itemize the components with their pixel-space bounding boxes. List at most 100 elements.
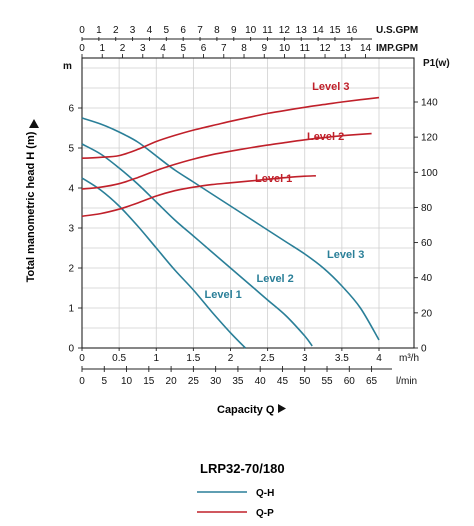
head-tick-label: 6 bbox=[68, 104, 74, 115]
imp-gpm-tick-label: 9 bbox=[261, 43, 267, 54]
us-gpm-tick-label: 13 bbox=[296, 25, 308, 36]
imp-gpm-tick-label: 10 bbox=[279, 43, 291, 54]
imp-gpm-tick-label: 2 bbox=[120, 43, 126, 54]
curves bbox=[81, 96, 380, 349]
us-gpm-tick-label: 4 bbox=[147, 25, 153, 36]
imp-gpm-tick-label: 14 bbox=[360, 43, 372, 54]
lmin-tick-label: 65 bbox=[366, 376, 378, 387]
model-title: LRP32-70/180 bbox=[200, 461, 285, 476]
m3h-tick-label: 2 bbox=[228, 353, 234, 364]
legend-qh-label: Q-H bbox=[256, 488, 274, 499]
us-gpm-tick-label: 9 bbox=[231, 25, 237, 36]
us-gpm-tick-label: 5 bbox=[164, 25, 170, 36]
lmin-tick-label: 25 bbox=[188, 376, 200, 387]
imp-gpm-tick-label: 5 bbox=[180, 43, 186, 54]
lmin-tick-label: 55 bbox=[321, 376, 333, 387]
legend-qp-label: Q-P bbox=[256, 508, 274, 519]
imp-gpm-tick-label: 12 bbox=[319, 43, 331, 54]
power-tick-label: 60 bbox=[421, 238, 433, 249]
power-tick-label: 0 bbox=[421, 344, 427, 355]
us-gpm-tick-label: 6 bbox=[180, 25, 186, 36]
power-axis: P1(w) 0 20 40 60 80 100 120 140 bbox=[414, 58, 450, 355]
lmin-tick-label: 10 bbox=[121, 376, 133, 387]
us-gpm-tick-label: 10 bbox=[245, 25, 257, 36]
plot-frame bbox=[81, 57, 415, 349]
imp-gpm-tick-label: 4 bbox=[160, 43, 166, 54]
x-axis-title: Capacity Q bbox=[217, 404, 275, 416]
lmin-tick-label: 35 bbox=[232, 376, 244, 387]
lmin-tick-label: 20 bbox=[166, 376, 178, 387]
lmin-tick-label: 60 bbox=[344, 376, 356, 387]
lmin-tick-label: 45 bbox=[277, 376, 289, 387]
imp-gpm-tick-label: 3 bbox=[140, 43, 146, 54]
us-gpm-tick-label: 0 bbox=[79, 25, 85, 36]
head-tick-label: 3 bbox=[68, 224, 74, 235]
us-gpm-tick-label: 3 bbox=[130, 25, 136, 36]
us-gpm-tick-label: 1 bbox=[96, 25, 102, 36]
imp-gpm-tick-label: 7 bbox=[221, 43, 227, 54]
us-gpm-tick-label: 8 bbox=[214, 25, 220, 36]
qh-curve-level-2 bbox=[81, 143, 313, 347]
us-gpm-tick-label: 15 bbox=[329, 25, 341, 36]
x-axis-title-arrow bbox=[278, 404, 286, 413]
head-tick-label: 2 bbox=[68, 264, 74, 275]
imp-gpm-tick-label: 8 bbox=[241, 43, 247, 54]
y-axis-title-arrow bbox=[29, 119, 39, 128]
imp-gpm-tick-label: 13 bbox=[340, 43, 352, 54]
power-tick-label: 120 bbox=[421, 133, 438, 144]
imp-gpm-axis-label: IMP.GPM bbox=[376, 43, 418, 54]
imp-gpm-tick-label: 1 bbox=[99, 43, 105, 54]
m3h-tick-label: 0 bbox=[79, 353, 85, 364]
head-tick-label: 4 bbox=[68, 184, 74, 195]
lmin-tick-label: 40 bbox=[255, 376, 267, 387]
qh-label-level-2: Level 2 bbox=[256, 273, 293, 285]
imp-gpm-tick-label: 11 bbox=[300, 43, 311, 54]
m3h-tick-label: 4 bbox=[376, 353, 382, 364]
us-gpm-axis-label: U.S.GPM bbox=[376, 25, 418, 36]
qp-label-level-2: Level 2 bbox=[307, 131, 344, 143]
y-axis-title: Total manometric head H (m) bbox=[25, 131, 37, 282]
bottom-axes: m³/h l/min 0 0.5 1 1.5 2 2.5 3 3.5 40 5 10 15 20 25 30… bbox=[79, 348, 419, 387]
us-gpm-tick-label: 11 bbox=[262, 25, 273, 36]
lmin-axis-label: l/min bbox=[396, 376, 417, 387]
m3h-tick-label: 2.5 bbox=[261, 353, 275, 364]
curve-labels: Level 1 Level 2 Level 3 Level 1 Level 2 Level… bbox=[205, 81, 365, 301]
us-gpm-tick-label: 16 bbox=[346, 25, 358, 36]
qh-curve-level-1 bbox=[81, 177, 246, 349]
us-gpm-tick-label: 2 bbox=[113, 25, 119, 36]
legend: Q-H Q-P bbox=[197, 488, 274, 519]
head-tick-label: 1 bbox=[68, 304, 74, 315]
top-axes: U.S.GPM IMP.GPM 0 1 2 3 4 5 6 7 8 9 10 11 12 13 14 15 16… bbox=[79, 25, 418, 58]
us-gpm-tick-label: 7 bbox=[197, 25, 203, 36]
qh-label-level-3: Level 3 bbox=[327, 249, 364, 261]
head-tick-label: 5 bbox=[68, 144, 74, 155]
head-axis: m 0 1 2 3 4 5 6 bbox=[63, 61, 82, 355]
power-tick-label: 140 bbox=[421, 98, 438, 109]
power-tick-label: 100 bbox=[421, 168, 438, 179]
m3h-tick-label: 0.5 bbox=[112, 353, 126, 364]
power-tick-label: 80 bbox=[421, 203, 433, 214]
qh-label-level-1: Level 1 bbox=[205, 289, 242, 301]
head-unit-label: m bbox=[63, 61, 72, 72]
m3h-tick-label: 1.5 bbox=[186, 353, 200, 364]
power-tick-label: 40 bbox=[421, 273, 433, 284]
qp-curve-level-3 bbox=[81, 96, 380, 159]
qp-label-level-1: Level 1 bbox=[255, 173, 292, 185]
imp-gpm-tick-label: 0 bbox=[79, 43, 85, 54]
qp-curve-level-1 bbox=[81, 175, 316, 217]
m3h-tick-label: 3.5 bbox=[335, 353, 349, 364]
imp-gpm-tick-label: 6 bbox=[201, 43, 207, 54]
head-tick-label: 0 bbox=[68, 344, 74, 355]
qp-label-level-3: Level 3 bbox=[312, 81, 349, 93]
lmin-tick-label: 50 bbox=[299, 376, 311, 387]
lmin-tick-label: 30 bbox=[210, 376, 222, 387]
lmin-tick-label: 5 bbox=[101, 376, 107, 387]
power-tick-label: 20 bbox=[421, 308, 433, 319]
chart-grid bbox=[81, 57, 415, 349]
m3h-axis-label: m³/h bbox=[399, 353, 419, 364]
lmin-tick-label: 15 bbox=[143, 376, 155, 387]
m3h-tick-label: 1 bbox=[153, 353, 159, 364]
m3h-tick-label: 3 bbox=[302, 353, 308, 364]
us-gpm-tick-label: 12 bbox=[279, 25, 291, 36]
qp-curve-level-2 bbox=[81, 132, 372, 190]
